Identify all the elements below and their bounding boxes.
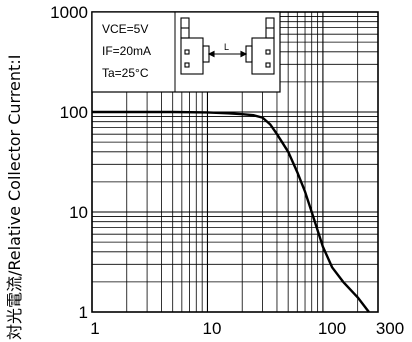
condition-vce: VCE=5V — [102, 22, 148, 36]
y-tick-label: 1 — [79, 303, 88, 322]
condition-ta: Ta=25°C — [102, 66, 149, 80]
emitter-pin-1 — [184, 49, 190, 55]
y-tick-label: 10 — [69, 203, 88, 222]
conditions-frame — [91, 11, 281, 93]
y-tick-label: 1000 — [50, 3, 88, 22]
distance-label: L — [224, 42, 229, 52]
x-tick-label: 100 — [318, 319, 346, 338]
y-axis-label: 対光電流/Relative Collector Current:I — [5, 55, 24, 340]
condition-if: IF=20mA — [102, 44, 151, 58]
detector-pin-1 — [265, 49, 271, 55]
emitter-pin-2 — [184, 62, 190, 68]
x-tick-label: 1 — [90, 319, 99, 338]
distance-arrow-right — [240, 50, 248, 58]
detector-pin-2 — [265, 62, 271, 68]
distance-arrow-left — [207, 50, 215, 58]
conditions-box: VCE=5V IF=20mA Ta=25°C L — [91, 11, 281, 93]
x-tick-label: 300 — [376, 319, 404, 338]
data-line — [92, 110, 370, 313]
x-tick-label: 10 — [203, 319, 222, 338]
inset-diagram — [180, 17, 275, 75]
y-tick-label: 100 — [60, 103, 88, 122]
